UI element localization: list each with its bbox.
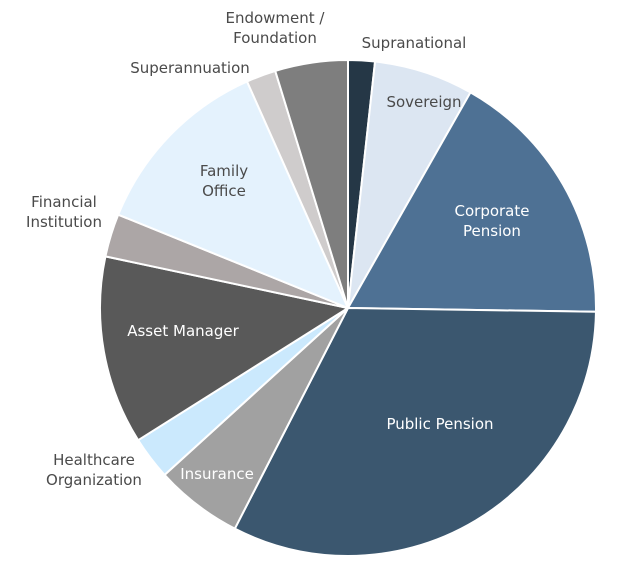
pie-slice-family-office [117,80,349,309]
slice-label-endowment-foundation: Endowment / Foundation [225,9,325,47]
slice-label-superannuation: Superannuation [130,59,250,77]
slice-label-asset-manager: Asset Manager [127,322,239,340]
pie-slice-endowment-foundation [274,59,349,309]
slice-label-financial-institution: Financial Institution [26,193,102,231]
pie-slice-corporate-pension [347,91,597,313]
slice-label-sovereign: Sovereign [386,93,461,111]
slice-label-supranational: Supranational [362,34,467,52]
slice-label-public-pension: Public Pension [386,415,493,433]
pie-slice-public-pension [233,307,597,557]
pie-slice-asset-manager [99,255,349,442]
slice-label-corporate-pension: Corporate Pension [455,202,530,240]
slice-label-insurance: Insurance [180,465,254,483]
slice-label-family-office: Family Office [200,162,248,200]
slice-label-healthcare-organization: Healthcare Organization [46,451,142,489]
